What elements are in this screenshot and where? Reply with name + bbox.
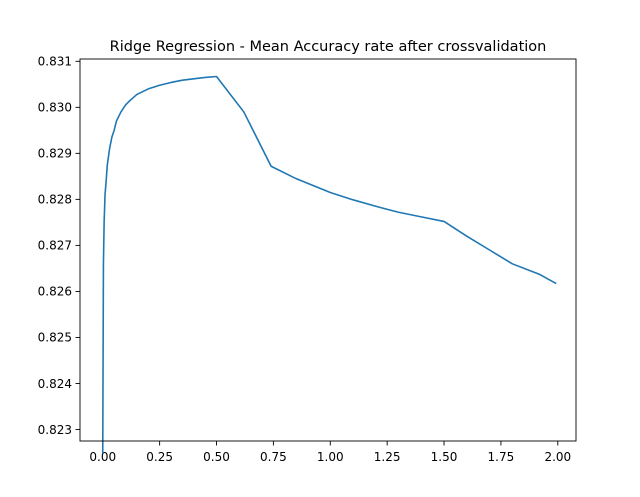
chart-title: Ridge Regression - Mean Accuracy rate af… — [110, 39, 547, 55]
x-tick-label: 1.25 — [374, 450, 401, 464]
x-tick-label: 0.50 — [203, 450, 230, 464]
y-tick-label: 0.823 — [38, 423, 72, 437]
y-tick-label: 0.830 — [38, 101, 72, 115]
y-tick-label: 0.829 — [38, 147, 72, 161]
x-tick-label: 1.75 — [488, 450, 515, 464]
x-tick-label: 0.25 — [146, 450, 173, 464]
y-tick-label: 0.824 — [38, 377, 72, 391]
y-tick-label: 0.825 — [38, 331, 72, 345]
y-tick-label: 0.826 — [38, 285, 72, 299]
plot-area: 0.00 0.25 0.50 0.75 1.00 1.25 1.50 1.75 2.00 0.82… — [38, 55, 577, 464]
y-tick-label: 0.828 — [38, 193, 72, 207]
x-tick-label: 1.50 — [431, 450, 458, 464]
series-line — [101, 75, 557, 454]
y-tick-label: 0.827 — [38, 239, 72, 253]
x-tick-label: 0.75 — [260, 450, 287, 464]
x-tick-label: 2.00 — [544, 450, 571, 464]
axes-frame — [79, 58, 577, 442]
x-tick-label: 0.00 — [89, 450, 116, 464]
x-tick-label: 1.00 — [317, 450, 344, 464]
y-tick-label: 0.831 — [38, 55, 72, 69]
